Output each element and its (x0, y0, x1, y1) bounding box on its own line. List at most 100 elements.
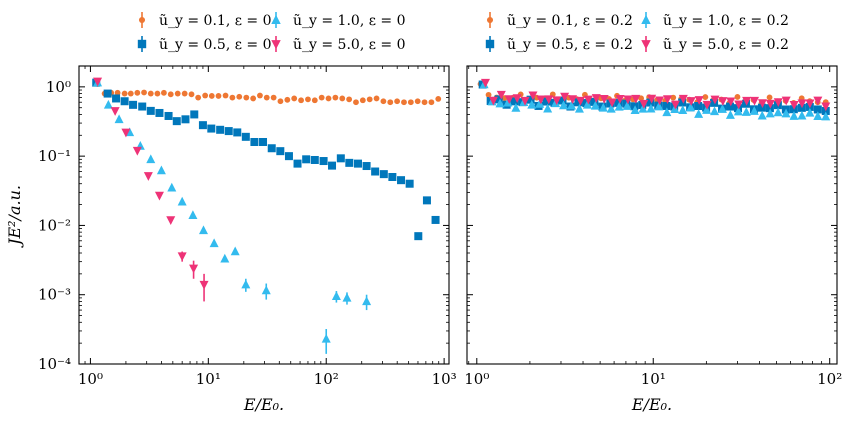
data-point (639, 99, 649, 109)
legend-item-l1: ũ_y = 0.5, ε = 0 (137, 36, 272, 53)
data-point (229, 94, 236, 101)
data-point (93, 77, 103, 87)
data-point (209, 238, 219, 248)
data-point (362, 296, 372, 306)
data-point (591, 94, 601, 103)
data-point (141, 89, 147, 96)
data-point (622, 101, 632, 110)
data-point (718, 97, 728, 106)
data-point (208, 93, 215, 99)
legend-symbol (485, 39, 495, 49)
data-point (750, 96, 760, 106)
data-point (575, 96, 585, 106)
data-point (332, 94, 339, 101)
data-point (646, 98, 655, 107)
y-tick-label: 10⁰ (46, 78, 71, 96)
data-point (319, 157, 328, 166)
data-point (694, 96, 704, 105)
data-point (120, 97, 129, 106)
legend-left: ũ_y = 0.1, ε = 0 ũ_y = 0.5, ε = 0 ũ_y = … (137, 12, 406, 53)
data-point (670, 94, 677, 101)
data-point (143, 172, 153, 181)
data-point (291, 95, 298, 102)
x-tick-label: 10¹ (196, 370, 221, 388)
data-point (821, 102, 831, 112)
data-point (110, 107, 120, 116)
data-point (233, 128, 242, 137)
data-point (172, 117, 181, 126)
data-point (527, 99, 537, 109)
data-point (270, 94, 277, 101)
series-3 (480, 78, 831, 112)
data-point (686, 102, 696, 112)
data-point (638, 103, 648, 113)
data-point (198, 225, 208, 235)
data-point (504, 95, 514, 104)
data-point (224, 127, 233, 136)
data-point (154, 90, 161, 97)
data-point (114, 114, 124, 124)
data-point (535, 98, 545, 108)
data-point (615, 95, 625, 104)
legend-marker-r0 (486, 12, 494, 28)
data-point (181, 90, 188, 97)
legend-marker-l2 (271, 12, 281, 28)
data-point (797, 99, 807, 109)
data-point (702, 94, 709, 100)
series-0 (94, 81, 442, 106)
data-point (222, 92, 229, 99)
data-point (496, 90, 506, 100)
data-point (177, 252, 187, 262)
data-point (189, 264, 199, 274)
data-point (686, 97, 696, 106)
legend-item-l0: ũ_y = 0.1, ε = 0 (138, 12, 272, 29)
data-point (488, 96, 498, 106)
legend-marker-r1 (485, 36, 495, 52)
data-point (195, 94, 202, 101)
data-point (510, 97, 519, 106)
data-point (742, 96, 752, 106)
data-point (789, 100, 799, 110)
data-point (407, 99, 414, 106)
data-point (353, 99, 359, 106)
data-point (401, 99, 407, 106)
data-point (607, 98, 617, 108)
left-plot: 10⁰ 10¹ 10² 10³ 10⁰ 10⁻¹ 10⁻² 10⁻³ 10⁻⁴ (38, 65, 457, 388)
data-point (485, 91, 492, 98)
data-point (362, 162, 371, 171)
data-point (542, 97, 551, 106)
data-point (558, 96, 567, 105)
data-point (241, 279, 251, 289)
data-point (166, 216, 176, 225)
data-point (813, 111, 823, 120)
data-point (789, 111, 799, 120)
data-point (702, 100, 712, 110)
data-point (336, 154, 345, 163)
data-point (694, 102, 703, 111)
legend-item-l2: ũ_y = 1.0, ε = 0 (271, 12, 406, 29)
data-point (662, 107, 672, 117)
data-point (276, 147, 285, 156)
data-point (188, 91, 195, 98)
data-point (422, 196, 431, 205)
series-2 (93, 77, 372, 354)
x-tick-label: 10¹ (641, 370, 666, 388)
data-point (103, 99, 113, 109)
data-point (734, 100, 744, 110)
y-tick-label: 10⁻³ (38, 286, 71, 304)
data-point (112, 94, 121, 103)
data-point (421, 99, 428, 106)
data-point (277, 98, 284, 105)
right-plot: 10⁰ 10¹ 10² (464, 65, 842, 388)
data-point (598, 102, 608, 112)
legend-label-r3: ũ_y = 5.0, ε = 0.2 (663, 37, 789, 53)
data-point (190, 110, 199, 119)
data-point (670, 100, 680, 110)
data-point (127, 90, 134, 97)
data-point (379, 170, 388, 179)
data-point (346, 96, 353, 103)
series-1 (92, 78, 440, 241)
legend-symbol (486, 16, 494, 24)
data-point (757, 103, 766, 112)
data-point (702, 105, 712, 114)
